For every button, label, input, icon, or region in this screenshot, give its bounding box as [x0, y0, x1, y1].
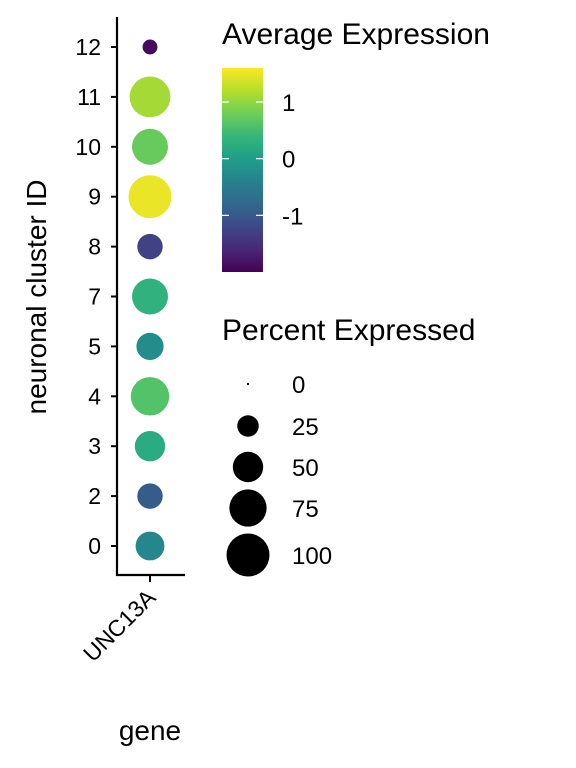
y-tick-label: 10 [75, 134, 101, 160]
y-tick-group: 0 2 3 4 5 7 8 9 10 11 12 [75, 34, 117, 559]
dot-cluster-8 [137, 233, 163, 260]
size-key-dot [229, 489, 267, 527]
color-tick-label: 1 [282, 90, 295, 117]
y-tick-label: 4 [88, 383, 101, 409]
color-tick-label: -1 [282, 203, 303, 230]
size-key-label: 75 [292, 496, 319, 523]
size-legend: Percent Expressed 0 25 50 75 100 [222, 314, 475, 577]
size-key-label: 50 [292, 455, 319, 482]
size-key-label: 100 [292, 543, 332, 570]
y-tick-label: 3 [88, 433, 101, 459]
x-tick-label: UNC13A [78, 584, 161, 667]
y-axis-title: neuronal cluster ID [21, 179, 52, 414]
size-key-label: 25 [292, 414, 319, 441]
size-key-dot [226, 533, 270, 577]
size-key-dot [237, 415, 259, 437]
dot-cluster-7 [132, 278, 168, 315]
size-legend-title: Percent Expressed [222, 314, 475, 347]
dot-cluster-12 [142, 39, 158, 55]
plot-panel: 0 2 3 4 5 7 8 9 10 11 12 UNC13A [75, 17, 185, 667]
size-key-dot [232, 451, 264, 483]
color-legend-title: Average Expression [222, 18, 490, 51]
size-key-dot [246, 382, 250, 386]
y-tick-label: 5 [88, 333, 101, 359]
y-tick-label: 7 [88, 284, 101, 310]
x-tick-group: UNC13A [78, 576, 161, 667]
color-legend: Average Expression 1 0 -1 [222, 18, 490, 272]
y-tick-label: 12 [75, 34, 101, 60]
dot-cluster-2 [137, 483, 163, 509]
dot-cluster-4 [130, 377, 170, 416]
y-tick-label: 11 [77, 84, 101, 110]
dot-cluster-10 [132, 128, 168, 165]
dot-cluster-3 [134, 430, 166, 462]
color-tick-label: 0 [282, 147, 295, 174]
dot-cluster-5 [136, 332, 164, 360]
y-tick-label: 0 [88, 533, 101, 559]
dot-cluster-0 [135, 531, 165, 561]
y-tick-label: 2 [88, 483, 101, 509]
y-tick-label: 8 [88, 234, 101, 260]
dot-group [128, 39, 172, 561]
dot-cluster-9 [128, 175, 172, 219]
color-legend-bar [222, 68, 263, 272]
dot-cluster-11 [129, 76, 171, 118]
y-tick-label: 9 [88, 184, 101, 210]
size-key-label: 0 [292, 372, 305, 399]
size-legend-key-group: 0 25 50 75 100 [226, 372, 332, 577]
x-axis-title: gene [119, 715, 181, 746]
color-legend-tick-group: 1 0 -1 [222, 90, 303, 230]
